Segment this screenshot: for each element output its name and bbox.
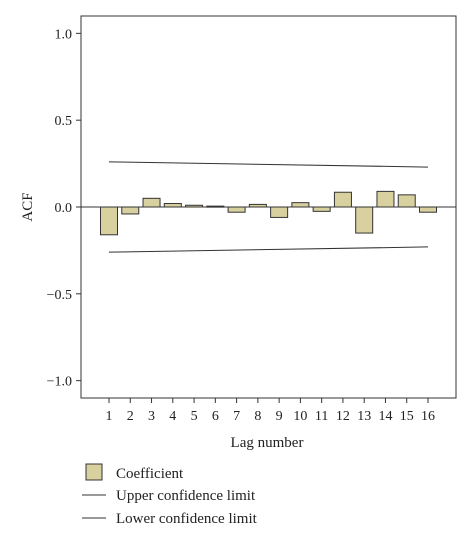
y-tick-label: 1.0: [55, 27, 73, 42]
y-tick-label: −0.5: [47, 288, 72, 303]
x-tick-label: 4: [169, 409, 176, 424]
y-tick-label: 0.0: [55, 201, 73, 216]
x-tick-label: 13: [357, 409, 371, 424]
x-tick-label: 11: [315, 409, 328, 424]
x-tick-label: 15: [400, 409, 414, 424]
legend: Coefficient Upper confidence limit Lower…: [82, 463, 258, 527]
x-tick-label: 8: [254, 409, 261, 424]
plot-area: 1.00.50.0−0.5−1.01 2 3 4 5 6 7 8 9 10 11 12 13 14 15 16: [47, 15, 457, 424]
bar: [355, 206, 374, 234]
bar: [121, 206, 140, 215]
bar: [419, 206, 437, 213]
y-axis-title: ACF: [20, 192, 36, 221]
bar: [185, 204, 204, 208]
x-tick-label: 1: [106, 409, 113, 424]
y-tick-label: −1.0: [47, 375, 72, 390]
y-tick-label: 0.5: [55, 114, 73, 129]
x-tick-label: 10: [293, 409, 307, 424]
legend-swatch-coefficient: [85, 463, 103, 481]
legend-label-upper: Upper confidence limit: [116, 488, 256, 504]
bar: [163, 203, 182, 208]
bar: [248, 203, 267, 208]
x-tick-label: 9: [276, 409, 283, 424]
bar: [270, 206, 289, 218]
bar: [291, 202, 310, 208]
x-tick-label: 3: [148, 409, 155, 424]
bar: [312, 206, 331, 212]
bar: [206, 205, 225, 208]
x-tick-label: 2: [127, 409, 134, 424]
upper-confidence-line: [108, 161, 429, 168]
bar: [227, 206, 246, 213]
x-tick-label: 12: [336, 409, 350, 424]
bar: [142, 197, 161, 208]
legend-label-lower: Lower confidence limit: [116, 511, 258, 527]
x-tick-label: 6: [212, 409, 219, 424]
bar: [376, 190, 395, 208]
x-axis-title: Lag number: [231, 435, 304, 451]
legend-label-coefficient: Coefficient: [116, 466, 184, 482]
x-tick-label: 14: [378, 409, 392, 424]
bar: [333, 191, 352, 208]
lower-confidence-line: [108, 246, 429, 253]
x-tick-label: 16: [421, 409, 435, 424]
bar: [397, 194, 416, 208]
bar: [100, 206, 118, 236]
x-tick-label: 7: [233, 409, 240, 424]
x-tick-label: 5: [191, 409, 198, 424]
